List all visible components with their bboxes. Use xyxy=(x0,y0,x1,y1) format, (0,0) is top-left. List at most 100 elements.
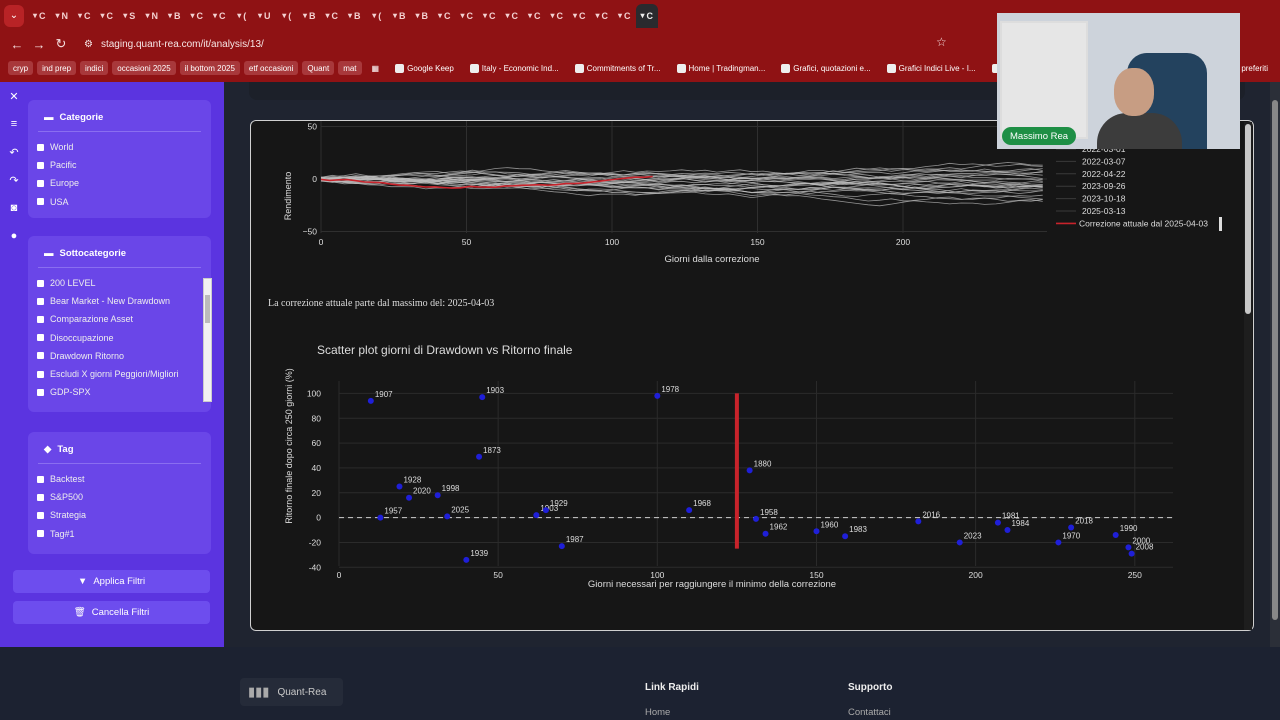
bookmark-link[interactable]: Commitments of Tr... xyxy=(569,63,667,73)
browser-tab[interactable]: ▾ C xyxy=(523,4,546,28)
redo-icon[interactable]: ↷ xyxy=(9,174,19,187)
sottocategorie-scrollbar[interactable] xyxy=(203,278,212,402)
browser-tab[interactable]: ▾ C xyxy=(501,4,524,28)
footer-brand[interactable]: ▮▮▮ Quant-Rea xyxy=(240,678,343,706)
filter-option[interactable]: Backtest xyxy=(28,470,211,488)
filter-lines-icon[interactable]: ≡ xyxy=(10,118,18,130)
checkbox[interactable] xyxy=(37,143,44,151)
bookmark-star-icon[interactable]: ☆ xyxy=(936,35,947,49)
browser-tab[interactable]: ▾ C xyxy=(73,4,96,28)
filter-option[interactable]: S&P500 xyxy=(28,488,211,506)
undo-icon[interactable]: ↶ xyxy=(9,146,19,159)
checkbox[interactable] xyxy=(37,530,44,538)
browser-tab[interactable]: ▾ B xyxy=(343,4,366,28)
bookmark-link[interactable]: Google Keep xyxy=(389,63,460,73)
checkbox[interactable] xyxy=(37,493,44,501)
bookmark-folder[interactable]: mat xyxy=(338,61,362,75)
checkbox[interactable] xyxy=(37,297,44,305)
clear-filters-button[interactable]: 🗑 Cancella Filtri xyxy=(13,601,210,624)
bookmark-link[interactable]: Grafici Indici Live - I... xyxy=(881,63,982,73)
tab-search-icon[interactable]: ⌄ xyxy=(4,4,24,27)
browser-tab[interactable]: ▾ C xyxy=(546,4,569,28)
checkbox[interactable] xyxy=(37,334,44,342)
bookmark-folder[interactable]: Quant xyxy=(302,61,335,75)
filter-option[interactable]: Tag#1 xyxy=(28,525,211,543)
bookmark-link[interactable]: Italy - Economic Ind... xyxy=(464,63,565,73)
back-icon[interactable]: ← xyxy=(10,36,24,52)
checkbox[interactable] xyxy=(37,315,44,323)
url-bar[interactable]: ⚙ staging.quant-rea.com/it/analysis/13/ xyxy=(80,33,980,55)
filter-option[interactable]: GDP-SPX xyxy=(28,383,211,401)
browser-tab[interactable]: ▾ B xyxy=(298,4,321,28)
browser-tab[interactable]: ▾ U xyxy=(253,4,276,28)
browser-tab[interactable]: ▾ C xyxy=(433,4,456,28)
browser-tab[interactable]: ▾ C xyxy=(186,4,209,28)
browser-tab[interactable]: ▾ C xyxy=(635,3,658,28)
checkbox[interactable] xyxy=(37,161,44,169)
checkbox[interactable] xyxy=(37,352,44,360)
footer-contact-link[interactable]: Contattaci xyxy=(848,707,891,718)
footer-home-link[interactable]: Home xyxy=(645,707,671,718)
apps-grid-icon[interactable]: ▦ xyxy=(371,63,380,73)
browser-tab[interactable]: ▾( xyxy=(276,4,299,28)
bookmark-folder[interactable]: occasioni 2025 xyxy=(112,61,176,75)
close-icon[interactable]: ✕ xyxy=(9,90,19,103)
filter-option[interactable]: World xyxy=(28,138,211,156)
reload-icon[interactable]: ↻ xyxy=(55,36,67,51)
filter-option[interactable]: Europe xyxy=(28,174,211,192)
checkbox[interactable] xyxy=(37,388,44,396)
browser-tab[interactable]: ▾ B xyxy=(388,4,411,28)
filter-option[interactable]: Comparazione Asset xyxy=(28,310,211,328)
bookmark-link[interactable]: Home | Tradingman... xyxy=(671,63,772,73)
forward-icon[interactable]: → xyxy=(32,36,46,52)
card-scrollbar[interactable] xyxy=(1244,122,1252,630)
checkbox[interactable] xyxy=(37,179,44,187)
bookmark-folder[interactable]: indici xyxy=(80,61,109,75)
checkbox[interactable] xyxy=(37,370,44,378)
other-bookmarks[interactable]: preferiti xyxy=(1241,63,1268,73)
browser-tab[interactable]: ▾ C xyxy=(208,4,231,28)
scatter-point xyxy=(434,492,441,499)
bookmark-folder[interactable]: ind prep xyxy=(37,61,77,75)
page-scrollbar-thumb[interactable] xyxy=(1272,100,1278,620)
browser-tab[interactable]: ▾ C xyxy=(28,4,51,28)
chat-icon[interactable]: ● xyxy=(10,230,18,242)
bookmark-folder[interactable]: il bottom 2025 xyxy=(179,61,240,75)
browser-tab[interactable]: ▾ C xyxy=(96,4,119,28)
bookmark-folder[interactable]: etf occasioni xyxy=(243,61,299,75)
browser-tab[interactable]: ▾ C xyxy=(591,4,614,28)
browser-tab[interactable]: ▾ C xyxy=(478,4,501,28)
bookmark-favicon-icon xyxy=(781,63,791,73)
scrollbar-thumb[interactable] xyxy=(205,295,210,323)
filter-option[interactable]: USA xyxy=(28,193,211,211)
checkbox[interactable] xyxy=(37,475,44,483)
browser-tab[interactable]: ▾ S xyxy=(118,4,141,28)
checkbox[interactable] xyxy=(37,279,44,287)
checkbox[interactable] xyxy=(37,511,44,519)
browser-tab[interactable]: ▾( xyxy=(231,4,254,28)
filter-option[interactable]: Strategia xyxy=(28,506,211,524)
camera-icon[interactable]: ◙ xyxy=(10,202,18,214)
browser-tab[interactable]: ▾( xyxy=(366,4,389,28)
browser-tab[interactable]: ▾ C xyxy=(456,4,479,28)
checkbox[interactable] xyxy=(37,198,44,206)
browser-tab[interactable]: ▾ C xyxy=(568,4,591,28)
site-info-icon[interactable]: ⚙ xyxy=(84,38,93,50)
browser-tab[interactable]: ▾ B xyxy=(163,4,186,28)
card-scrollbar-thumb[interactable] xyxy=(1245,124,1251,314)
bookmark-folder[interactable]: cryp xyxy=(8,61,34,75)
filter-option[interactable]: 200 LEVEL xyxy=(28,274,211,292)
browser-tab[interactable]: ▾ N xyxy=(141,4,164,28)
browser-tab[interactable]: ▾ C xyxy=(321,4,344,28)
filter-option[interactable]: Escludi X giorni Peggiori/Migliori xyxy=(28,365,211,383)
bookmark-link[interactable]: Grafici, quotazioni e... xyxy=(775,63,876,73)
filter-option[interactable]: Bear Market - New Drawdown xyxy=(28,292,211,310)
filter-option[interactable]: Drawdown Ritorno xyxy=(28,347,211,365)
filter-option[interactable]: Disoccupazione xyxy=(28,329,211,347)
browser-tab[interactable]: ▾ N xyxy=(51,4,74,28)
page-scrollbar[interactable] xyxy=(1270,82,1280,647)
filter-option[interactable]: Pacific xyxy=(28,156,211,174)
browser-tab[interactable]: ▾ B xyxy=(411,4,434,28)
browser-tab[interactable]: ▾ C xyxy=(613,4,636,28)
apply-filters-button[interactable]: ▼ Applica Filtri xyxy=(13,570,210,593)
